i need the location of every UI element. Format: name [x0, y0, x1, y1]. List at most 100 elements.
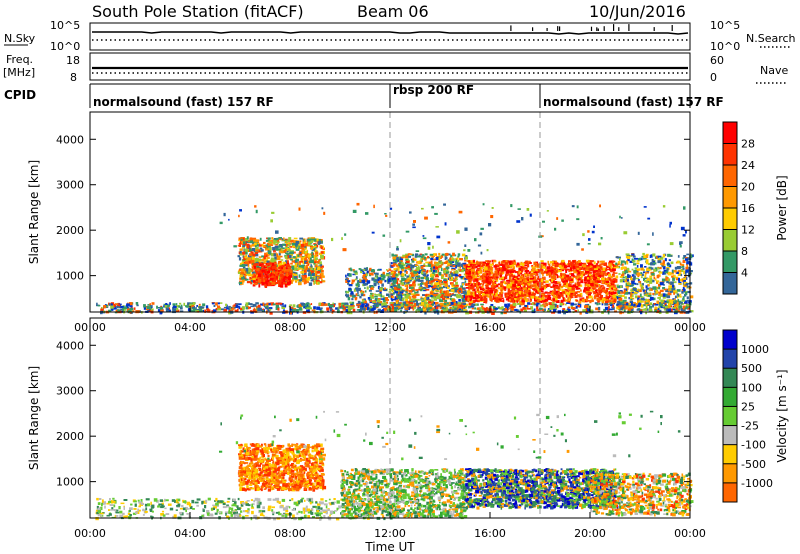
power-cell: [520, 287, 523, 289]
power-cell: [270, 253, 274, 257]
power-cell: [422, 307, 426, 311]
power-cell: [601, 302, 604, 306]
power-cell: [431, 307, 436, 309]
power-cell: [605, 300, 609, 304]
power-cell: [528, 294, 531, 298]
power-cell: [202, 303, 206, 307]
power-cell: [421, 255, 423, 258]
power-cell: [404, 273, 407, 277]
power-cell: [504, 276, 507, 279]
power-cell: [467, 277, 472, 280]
nsky-label: N.Sky: [4, 32, 36, 45]
power-cell: [614, 279, 618, 283]
power-cell: [191, 305, 195, 307]
power-cell: [410, 293, 414, 296]
power-cell: [592, 277, 597, 281]
power-cell: [437, 266, 440, 270]
power-cell: [249, 253, 253, 257]
power-cell: [557, 291, 560, 294]
power-cell: [458, 290, 461, 293]
power-cell: [531, 309, 535, 313]
power-cell: [608, 287, 611, 290]
power-cell: [492, 273, 496, 276]
power-cell: [382, 271, 385, 275]
power-cell: [425, 277, 429, 281]
power-cell: [357, 290, 359, 295]
power-cell: [508, 285, 511, 289]
power-cell: [430, 257, 434, 261]
power-cell: [555, 265, 559, 267]
power-cell: [449, 264, 452, 267]
power-cell: [327, 310, 329, 313]
power-cell: [241, 264, 246, 267]
power-cell: [508, 291, 511, 294]
power-cell: [552, 268, 557, 271]
power-cell: [487, 265, 491, 268]
freq-panel: Freq. [MHz] 18 8 60 0 Nave: [3, 52, 788, 84]
power-cell: [417, 307, 420, 310]
power-cell: [540, 278, 543, 282]
power-cell: [562, 261, 566, 266]
power-cell: [368, 298, 372, 301]
power-cell: [263, 279, 266, 283]
power-cell: [601, 281, 604, 284]
power-cell: [550, 286, 553, 288]
power-cell: [517, 281, 520, 285]
power-cell: [441, 290, 445, 294]
power-cell: [420, 279, 424, 282]
power-cell: [497, 287, 500, 290]
power-cell: [607, 310, 610, 315]
power-cell: [469, 299, 472, 302]
power-cell: [309, 257, 312, 260]
power-cell: [281, 269, 284, 272]
power-cell: [437, 311, 440, 315]
power-cell: [382, 278, 385, 281]
power-cell: [559, 275, 563, 279]
power-cell: [379, 287, 384, 291]
power-cell: [445, 266, 450, 269]
power-cell: [385, 297, 389, 300]
power-cell: [136, 304, 139, 307]
power-cell: [560, 285, 564, 289]
power-cell: [580, 270, 584, 275]
power-cell: [558, 283, 562, 287]
power-cell: [599, 274, 602, 278]
power-cell: [261, 271, 264, 273]
power-cell: [575, 305, 578, 309]
power-cell: [451, 257, 454, 259]
power-cell: [507, 300, 511, 302]
power-cell: [550, 299, 553, 302]
freq-panel-frame: [89, 52, 691, 81]
power-cell: [448, 260, 452, 264]
power-cell: [309, 307, 312, 310]
power-cell: [415, 253, 419, 256]
power-cell: [589, 274, 592, 277]
power-cell: [373, 303, 376, 306]
power-cell: [286, 281, 290, 285]
power-cell: [472, 271, 475, 274]
power-cell: [442, 307, 446, 310]
power-cell: [287, 244, 291, 247]
power-cell: [566, 302, 570, 304]
power-cell: [404, 307, 409, 310]
power-cell: [493, 296, 497, 299]
power-cell: [466, 290, 471, 293]
power-cell: [455, 263, 458, 265]
power-cell: [347, 280, 351, 282]
power-cell: [346, 291, 349, 294]
power-cell: [331, 309, 335, 312]
power-cell: [242, 306, 245, 310]
power-cell: [307, 273, 312, 277]
power-cell: [452, 304, 456, 307]
power-cell: [117, 309, 121, 312]
power-cell: [354, 278, 357, 281]
nsearch-label: N.Search: [746, 32, 796, 45]
power-cell: [143, 306, 147, 310]
power-cell: [256, 268, 260, 271]
power-cell: [455, 284, 459, 287]
power-cell: [244, 256, 248, 259]
power-cell: [396, 293, 399, 297]
power-cell: [282, 267, 286, 271]
power-cell: [564, 288, 568, 291]
power-cell: [347, 282, 350, 285]
